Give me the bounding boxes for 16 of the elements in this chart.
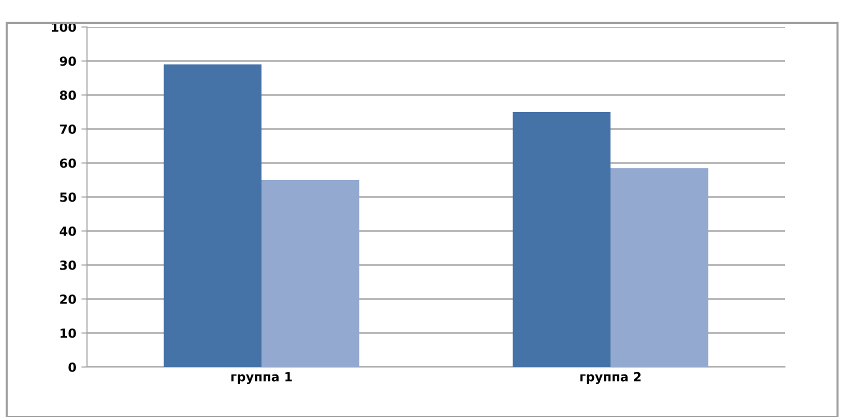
y-tick-label: 90	[60, 56, 76, 66]
y-tick-label: 10	[60, 328, 76, 338]
y-tick-label: 20	[60, 294, 76, 304]
y-tick-label: 60	[60, 158, 76, 168]
y-tick-label: 50	[60, 192, 76, 202]
y-tick-label: 0	[68, 362, 76, 372]
y-tick-label: 40	[60, 226, 76, 236]
y-tick-label: 80	[60, 90, 76, 100]
bar	[164, 64, 262, 367]
x-tick-label: группа 1	[231, 372, 292, 384]
y-tick-label: 30	[60, 260, 76, 270]
bar	[610, 168, 708, 367]
y-tick-label: 70	[60, 124, 76, 134]
bar	[512, 112, 610, 367]
bar	[262, 180, 360, 367]
x-tick-label: группа 2	[580, 372, 641, 384]
